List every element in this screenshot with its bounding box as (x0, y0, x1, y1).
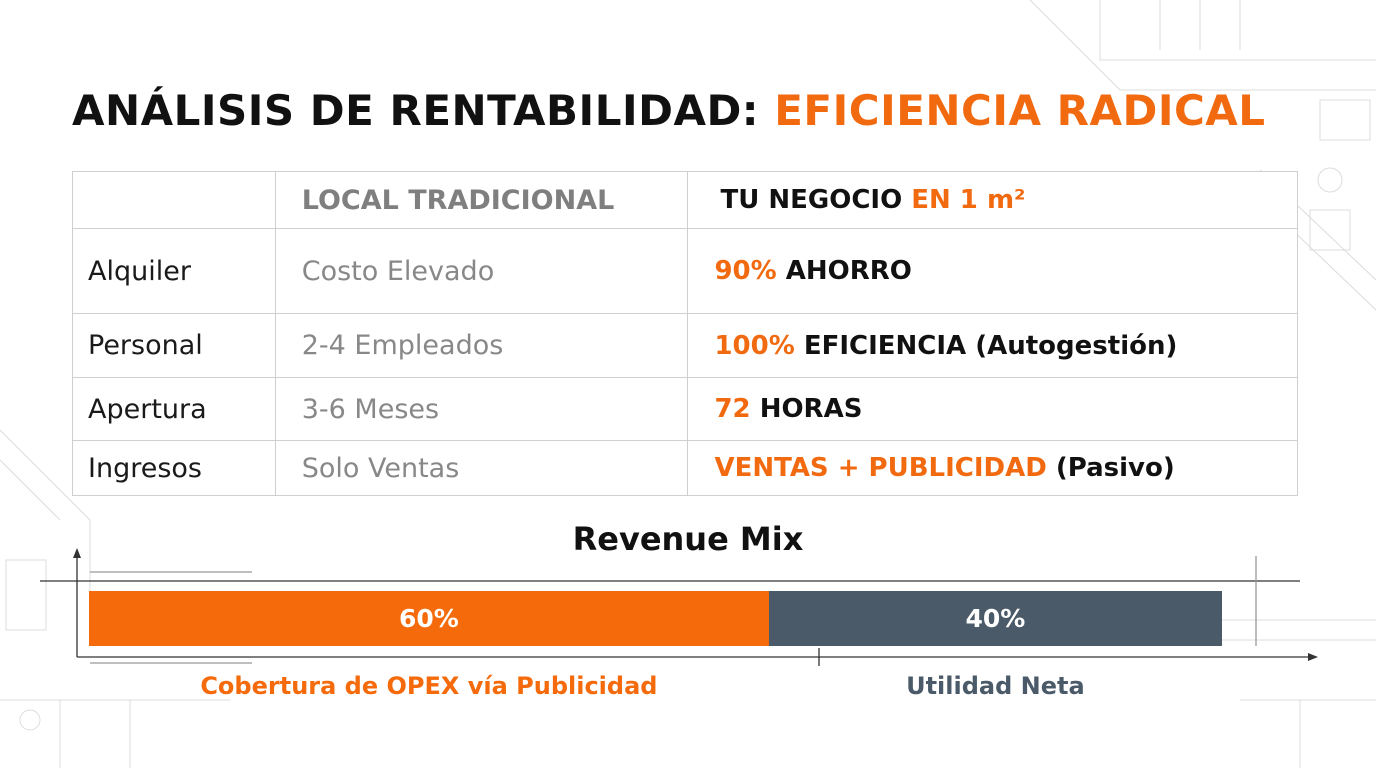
traditional-value: Costo Elevado (274, 228, 689, 314)
new-value-accent: VENTAS + PUBLICIDAD (714, 453, 1047, 483)
row-label: Alquiler (72, 228, 276, 314)
new-value-accent: 72 (714, 394, 751, 424)
segment-value-label: 60% (398, 604, 459, 633)
header-new-accent: EN 1 m² (911, 185, 1026, 215)
revenue-segment-advertising: 60% (89, 591, 769, 646)
comparison-table: LOCAL TRADICIONAL TU NEGOCIO EN 1 m² Alq… (72, 171, 1298, 496)
chart-title: Revenue Mix (572, 520, 804, 558)
table-row: Personal 2-4 Empleados 100% EFICIENCIA (… (72, 313, 1298, 378)
traditional-value: 2-4 Empleados (274, 313, 689, 378)
new-value-accent: 100% (714, 330, 795, 361)
header-new-business: TU NEGOCIO EN 1 m² (687, 171, 1298, 229)
row-label: Ingresos (72, 440, 276, 496)
new-value-rest: EFICIENCIA (Autogestión) (794, 330, 1178, 361)
legend-net-profit-label: Utilidad Neta (906, 672, 1085, 700)
revenue-segment-net-profit: 40% (768, 591, 1222, 646)
row-label: Apertura (72, 377, 276, 441)
header-traditional: LOCAL TRADICIONAL (274, 171, 689, 229)
legend-advertising-label: Cobertura de OPEX vía Publicidad (200, 672, 658, 700)
new-business-value: 100% EFICIENCIA (Autogestión) (687, 313, 1298, 378)
traditional-value: Solo Ventas (274, 440, 689, 496)
row-label: Personal (72, 313, 276, 378)
new-value-accent: 90% (714, 256, 777, 286)
new-business-value: 90% AHORRO (687, 228, 1298, 314)
title-part-accent: EFICIENCIA RADICAL (774, 86, 1266, 135)
table-row: Ingresos Solo Ventas VENTAS + PUBLICIDAD… (72, 440, 1298, 496)
header-new-prefix: TU NEGOCIO (720, 185, 912, 215)
title-part-main: ANÁLISIS DE RENTABILIDAD: (72, 86, 775, 135)
table-row: Alquiler Costo Elevado 90% AHORRO (72, 228, 1298, 314)
new-business-value: VENTAS + PUBLICIDAD (Pasivo) (687, 440, 1298, 496)
page-title: ANÁLISIS DE RENTABILIDAD: EFICIENCIA RAD… (72, 86, 1266, 135)
new-value-rest: (Pasivo) (1046, 453, 1175, 483)
new-value-rest: HORAS (750, 394, 863, 424)
revenue-bar: 60% 40% (89, 591, 1222, 646)
new-value-rest: AHORRO (776, 256, 912, 286)
table-header-row: LOCAL TRADICIONAL TU NEGOCIO EN 1 m² (72, 171, 1298, 229)
segment-value-label: 40% (965, 604, 1026, 633)
